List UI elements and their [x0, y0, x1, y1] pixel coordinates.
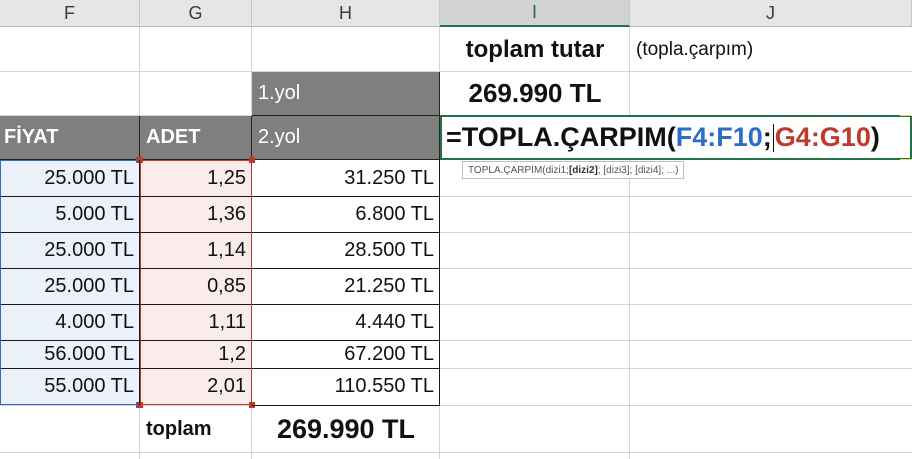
column-header-g[interactable]: G	[140, 0, 252, 27]
quantity-cell[interactable]: 1,36	[207, 202, 246, 225]
total-label[interactable]: toplam	[146, 417, 212, 440]
range2-handle[interactable]	[249, 157, 255, 163]
range2-handle[interactable]	[137, 157, 143, 163]
quantity-cell[interactable]: 1,11	[208, 310, 246, 333]
range1-highlight	[0, 160, 140, 405]
tooltip-function-name: TOPLA.ÇARPIM(dizi1;	[468, 164, 569, 176]
product-cell[interactable]: 21.250 TL	[344, 274, 434, 297]
quantity-header[interactable]: ADET	[140, 116, 252, 160]
quantity-cell[interactable]: 1,2	[218, 342, 246, 365]
price-cell[interactable]: 25.000 TL	[44, 238, 134, 261]
summary-value[interactable]: 269.990 TL	[468, 78, 602, 108]
range2-highlight	[140, 160, 252, 405]
formula-separator: ;	[762, 122, 772, 152]
function-argument-tooltip[interactable]: TOPLA.ÇARPIM(dizi1; [dizi2]; [dizi3]; [d…	[462, 161, 685, 179]
summary-note[interactable]: (topla.çarpım)	[636, 38, 754, 60]
method2-label[interactable]: 2.yol	[252, 116, 440, 160]
product-cell[interactable]: 31.250 TL	[344, 166, 434, 189]
text-cursor	[772, 123, 774, 152]
price-cell[interactable]: 4.000 TL	[55, 310, 134, 333]
formula-yellow-edge	[900, 115, 912, 160]
method1-label[interactable]: 1.yol	[252, 72, 440, 116]
product-cell[interactable]: 67.200 TL	[344, 342, 434, 365]
column-header-h[interactable]: H	[252, 0, 440, 27]
range2-handle[interactable]	[137, 402, 143, 408]
price-cell[interactable]: 5.000 TL	[55, 202, 134, 225]
formula-prefix: =TOPLA.ÇARPIM(	[446, 122, 676, 152]
quantity-cell[interactable]: 2,01	[207, 375, 246, 397]
formula-suffix: )	[870, 122, 880, 152]
formula-range2-ref: G4:G10	[774, 122, 871, 152]
price-header[interactable]: FİYAT	[0, 116, 140, 160]
quantity-cell[interactable]: 0,85	[207, 274, 246, 297]
total-value[interactable]: 269.990 TL	[276, 413, 416, 444]
tooltip-active-arg: [dizi2]	[568, 164, 598, 176]
quantity-cell[interactable]: 1,25	[207, 166, 246, 189]
product-cell[interactable]: 4.440 TL	[355, 310, 434, 333]
formula-cell-editor[interactable]: =TOPLA.ÇARPIM(F4:F10; G4:G10)	[440, 115, 912, 160]
column-header-f[interactable]: F	[0, 0, 140, 27]
product-cell[interactable]: 6.800 TL	[355, 202, 434, 225]
formula-range1-ref: F4:F10	[675, 122, 763, 152]
tooltip-rest-args: ; [dizi3]; [dizi4]; ...)	[597, 164, 679, 176]
price-cell[interactable]: 55.000 TL	[44, 375, 134, 397]
column-header-j[interactable]: J	[630, 0, 912, 27]
summary-title[interactable]: toplam tutar	[465, 35, 605, 63]
product-cell[interactable]: 28.500 TL	[344, 238, 434, 261]
quantity-cell[interactable]: 1,14	[207, 238, 246, 261]
product-cell[interactable]: 110.550 TL	[334, 375, 434, 397]
price-cell[interactable]: 56.000 TL	[44, 342, 134, 365]
column-header-i[interactable]: I	[440, 0, 630, 27]
price-cell[interactable]: 25.000 TL	[44, 166, 134, 189]
price-cell[interactable]: 25.000 TL	[44, 274, 134, 297]
